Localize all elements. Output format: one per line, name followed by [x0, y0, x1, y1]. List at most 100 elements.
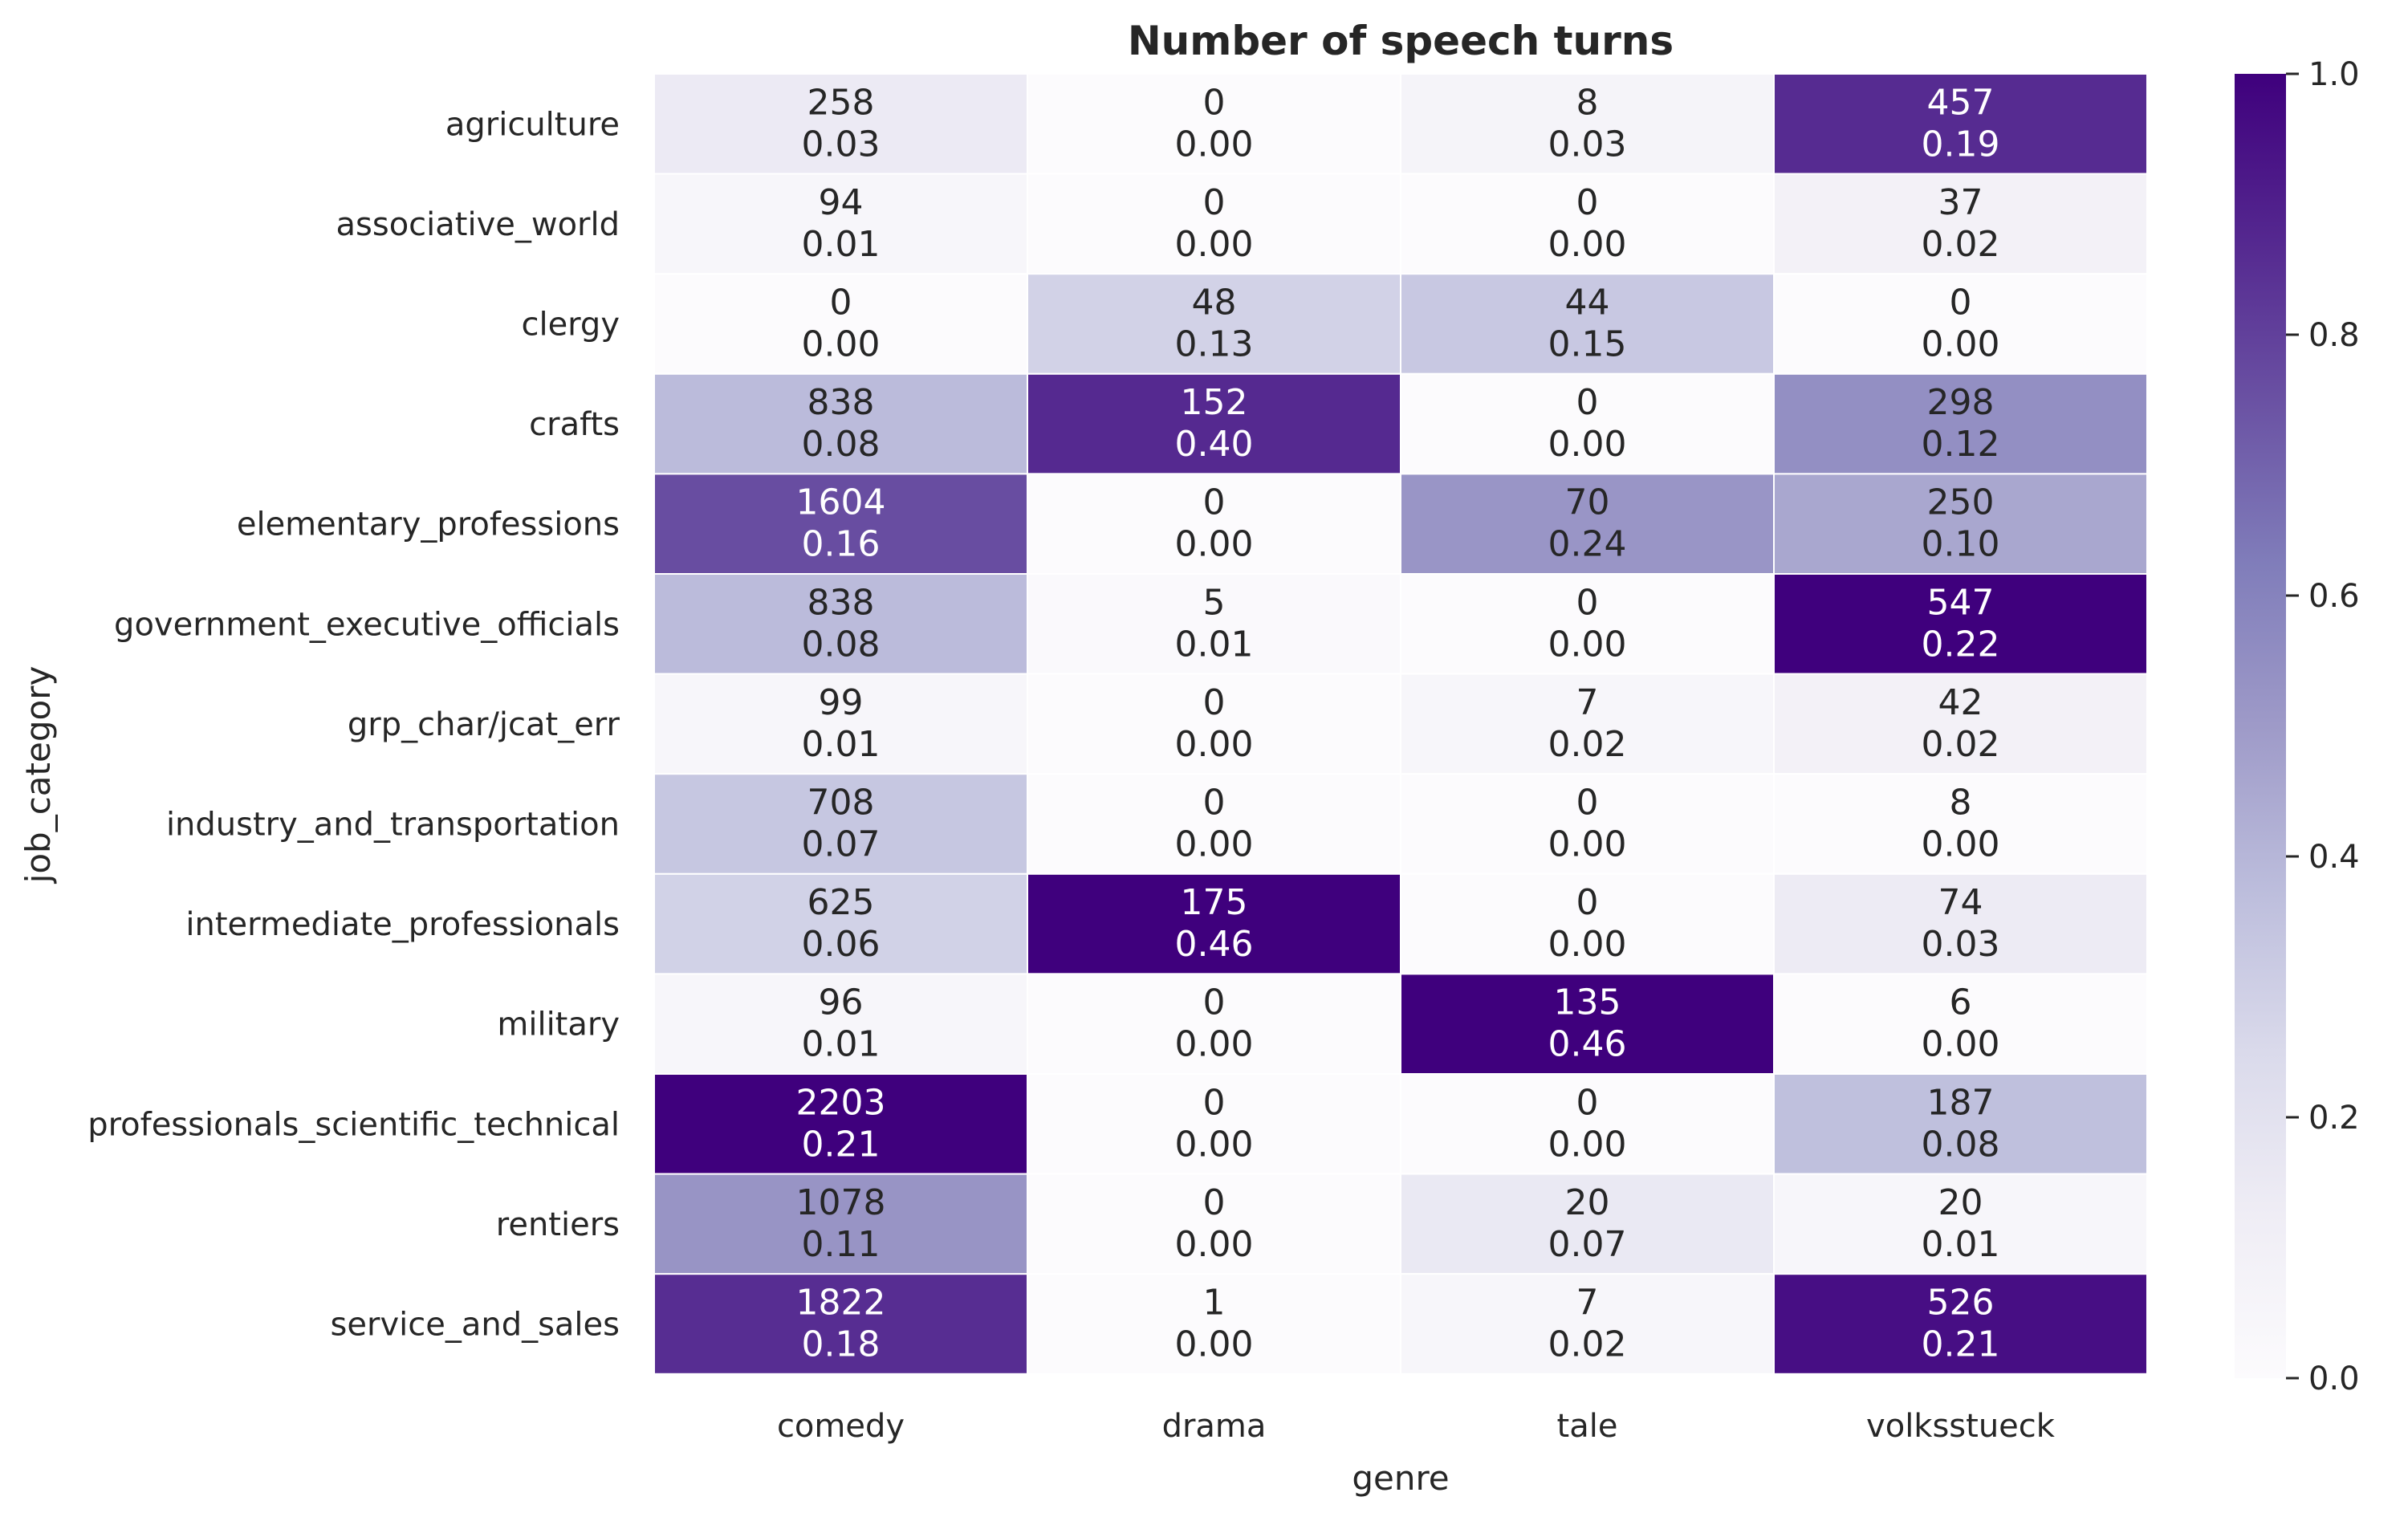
cell-share-label: 0.21	[802, 1124, 881, 1165]
cell-count-label: 547	[1927, 582, 1995, 623]
cell-share-label: 0.01	[1922, 1224, 2000, 1265]
colorbar-tick-label: 0.0	[2308, 1360, 2360, 1397]
cell-count-label: 0	[1203, 482, 1226, 523]
heatmap-cell	[653, 773, 1028, 875]
cell-count-label: 1604	[796, 482, 886, 523]
heatmap-cell	[1027, 73, 1401, 175]
cell-share-label: 0.24	[1548, 524, 1627, 565]
heatmap-cell	[653, 1173, 1028, 1275]
cell-count-label: 0	[1203, 682, 1226, 723]
heatmap-cell	[1400, 973, 1775, 1076]
cell-count-label: 0	[1576, 182, 1599, 223]
cell-share-label: 0.00	[1175, 1024, 1254, 1065]
cell-count-label: 175	[1181, 882, 1248, 923]
y-tick-label: military	[497, 1007, 620, 1043]
heatmap-cell	[1027, 1173, 1401, 1275]
cell-count-label: 838	[807, 382, 875, 423]
cell-count-label: 70	[1565, 482, 1610, 523]
cell-share-label: 0.00	[1175, 724, 1254, 765]
heatmap-cell	[1400, 573, 1775, 675]
y-tick-label: associative_world	[336, 206, 620, 243]
colorbar-tick-label: 0.4	[2308, 839, 2360, 876]
colorbar-tick-label: 0.8	[2308, 317, 2360, 354]
heatmap-cell	[1027, 1073, 1401, 1175]
heatmap-cell	[1773, 372, 2148, 475]
cell-count-label: 0	[1576, 882, 1599, 923]
colorbar-tick-label: 0.2	[2308, 1100, 2360, 1137]
cell-count-label: 8	[1576, 82, 1599, 123]
cell-count-label: 99	[819, 682, 864, 723]
heatmap-cell	[653, 973, 1028, 1076]
x-tick-label: drama	[1162, 1408, 1267, 1445]
cell-share-label: 0.11	[802, 1224, 881, 1265]
cell-count-label: 5	[1203, 582, 1226, 623]
y-tick-label: rentiers	[496, 1206, 620, 1243]
cell-count-label: 0	[1576, 382, 1599, 423]
cell-share-label: 0.12	[1922, 424, 2000, 465]
cell-share-label: 0.00	[1548, 224, 1627, 265]
cell-count-label: 298	[1927, 382, 1995, 423]
heatmap-cell	[653, 573, 1028, 675]
cell-count-label: 0	[1203, 982, 1226, 1023]
cell-share-label: 0.21	[1922, 1324, 2000, 1365]
cell-share-label: 0.00	[1548, 824, 1627, 865]
cell-share-label: 0.46	[1548, 1024, 1627, 1065]
x-tick-label: comedy	[777, 1408, 905, 1445]
heatmap-cell	[1773, 1273, 2148, 1375]
heatmap-cell	[653, 372, 1028, 475]
y-tick-label: service_and_sales	[331, 1307, 620, 1344]
cell-share-label: 0.00	[1175, 1324, 1254, 1365]
heatmap-cell	[1773, 173, 2148, 275]
cell-share-label: 0.00	[1175, 524, 1254, 565]
cell-share-label: 0.46	[1175, 924, 1254, 965]
heatmap-cell	[1400, 372, 1775, 475]
heatmap-cell	[1773, 273, 2148, 375]
cell-share-label: 0.00	[1922, 1024, 2000, 1065]
cell-share-label: 0.16	[802, 524, 881, 565]
heatmap-cell	[1773, 1173, 2148, 1275]
cell-count-label: 0	[1203, 1182, 1226, 1223]
cell-share-label: 0.10	[1922, 524, 2000, 565]
cell-share-label: 0.02	[1922, 224, 2000, 265]
cell-share-label: 0.00	[1548, 624, 1627, 665]
heatmap-cell	[1400, 872, 1775, 975]
cell-count-label: 0	[1203, 1082, 1226, 1123]
heatmap-cell	[1027, 573, 1401, 675]
cell-share-label: 0.00	[1175, 1124, 1254, 1165]
y-tick-label: government_executive_officials	[114, 606, 620, 643]
cell-count-label: 258	[807, 82, 875, 123]
cell-count-label: 7	[1576, 682, 1599, 723]
cell-count-label: 135	[1554, 982, 1621, 1023]
cell-count-label: 0	[1576, 582, 1599, 623]
cell-count-label: 0	[1203, 783, 1226, 824]
cell-share-label: 0.06	[802, 924, 881, 965]
y-tick-label: industry_and_transportation	[166, 807, 620, 844]
heatmap-cell	[653, 673, 1028, 775]
colorbar: 0.0 0.2 0.4 0.6 0.8 1.0	[2235, 56, 2360, 1397]
cell-share-label: 0.00	[1548, 1124, 1627, 1165]
cell-count-label: 152	[1181, 382, 1248, 423]
cell-share-label: 0.15	[1548, 324, 1627, 365]
cell-count-label: 20	[1938, 1182, 1983, 1223]
cell-share-label: 0.00	[1922, 324, 2000, 365]
heatmap-cell	[1773, 973, 2148, 1076]
cell-share-label: 0.18	[802, 1324, 881, 1365]
cell-count-label: 1822	[796, 1283, 886, 1324]
heatmap-cell	[1400, 1273, 1775, 1375]
heatmap-cell	[653, 73, 1028, 175]
cell-share-label: 0.02	[1922, 724, 2000, 765]
cell-count-label: 1	[1203, 1283, 1226, 1324]
cell-count-label: 1078	[796, 1182, 886, 1223]
heatmap-cell	[1027, 473, 1401, 575]
cell-share-label: 0.08	[802, 624, 881, 665]
cell-share-label: 0.00	[802, 324, 881, 365]
cell-share-label: 0.19	[1922, 124, 2000, 165]
x-tick-label: tale	[1557, 1408, 1618, 1445]
x-tick-label: volksstueck	[1866, 1408, 2056, 1445]
cell-share-label: 0.00	[1548, 924, 1627, 965]
cell-count-label: 42	[1938, 682, 1983, 723]
x-tick-labels: comedy drama tale volksstueck	[777, 1408, 2056, 1445]
cell-share-label: 0.22	[1922, 624, 2000, 665]
cell-count-label: 44	[1565, 283, 1610, 323]
